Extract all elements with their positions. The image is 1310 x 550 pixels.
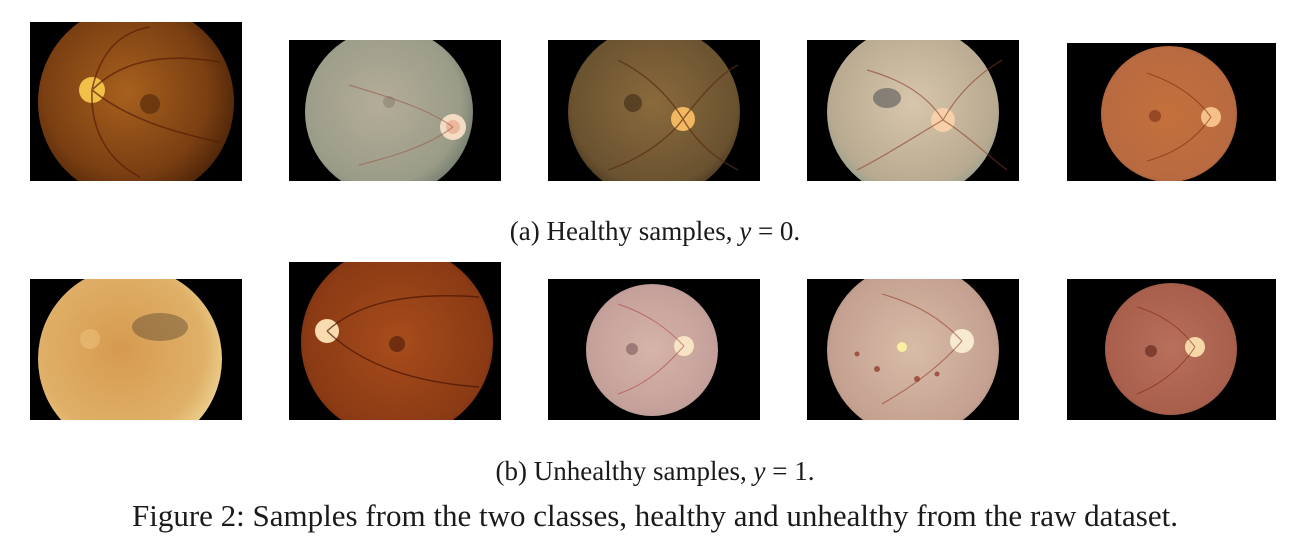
healthy-fundus-image-2 [289, 40, 501, 181]
fundus-photo [1101, 46, 1237, 181]
subfigure-b-math-variable: y [753, 456, 766, 486]
healthy-fundus-image-4 [807, 40, 1019, 181]
subfigure-a-math-value: = 0. [751, 216, 801, 246]
unhealthy-fundus-image-4 [807, 279, 1019, 420]
fundus-photo [305, 40, 473, 181]
fundus-photo [586, 284, 718, 416]
unhealthy-fundus-image-5 [1067, 279, 1276, 420]
unhealthy-fundus-image-2 [289, 262, 501, 420]
fundus-photo [827, 279, 999, 420]
healthy-fundus-image-3 [548, 40, 760, 181]
fundus-photo [827, 40, 1008, 181]
healthy-fundus-image-5 [1067, 43, 1276, 181]
fundus-photo [301, 262, 493, 420]
fundus-photo [1105, 283, 1237, 415]
subfigure-a-math-variable: y [739, 216, 752, 246]
unhealthy-fundus-image-1 [30, 279, 242, 420]
fundus-photo [568, 40, 740, 181]
subfigure-a-label: (a) Healthy samples, [509, 216, 733, 246]
healthy-fundus-image-1 [30, 22, 242, 181]
subfigure-b-math-value: = 1. [765, 456, 815, 486]
fundus-photo [38, 22, 234, 181]
fundus-photo [38, 279, 222, 420]
subfigure-b-caption: (b) Unhealthy samples, y = 1. [0, 456, 1310, 487]
subfigure-b-label: (b) Unhealthy samples, [495, 456, 747, 486]
figure-caption: Figure 2: Samples from the two classes, … [132, 498, 1178, 533]
subfigure-a-caption: (a) Healthy samples, y = 0. [0, 216, 1310, 247]
unhealthy-fundus-image-3 [548, 279, 760, 420]
